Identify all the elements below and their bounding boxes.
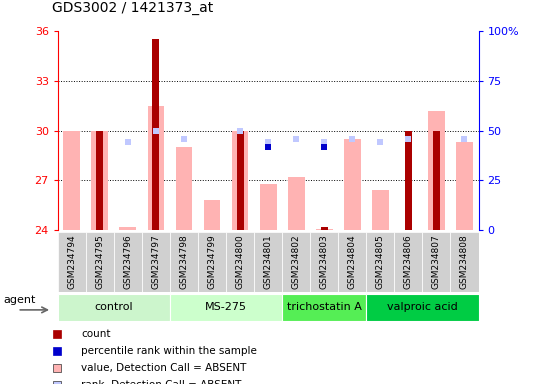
Bar: [288, 177, 305, 230]
Bar: [372, 190, 389, 230]
Text: percentile rank within the sample: percentile rank within the sample: [81, 346, 257, 356]
Text: GSM234808: GSM234808: [460, 234, 469, 289]
Bar: [170, 232, 198, 292]
Bar: [236, 131, 244, 230]
Bar: [450, 232, 478, 292]
Bar: [260, 184, 277, 230]
Bar: [428, 111, 445, 230]
Bar: [86, 232, 114, 292]
Text: GSM234803: GSM234803: [320, 234, 329, 289]
Text: GSM234807: GSM234807: [432, 234, 441, 289]
Bar: [58, 294, 170, 321]
Bar: [366, 294, 478, 321]
Bar: [96, 131, 103, 230]
Bar: [204, 200, 221, 230]
Bar: [254, 232, 282, 292]
Bar: [152, 39, 160, 230]
Bar: [456, 142, 473, 230]
Bar: [405, 131, 412, 230]
Text: GDS3002 / 1421373_at: GDS3002 / 1421373_at: [52, 2, 213, 15]
Bar: [147, 106, 164, 230]
Text: GSM234795: GSM234795: [95, 234, 104, 289]
Text: GSM234804: GSM234804: [348, 234, 357, 289]
Bar: [433, 131, 440, 230]
Bar: [282, 294, 366, 321]
Bar: [63, 131, 80, 230]
Bar: [422, 232, 450, 292]
Text: rank, Detection Call = ABSENT: rank, Detection Call = ABSENT: [81, 380, 242, 384]
Text: GSM234801: GSM234801: [263, 234, 273, 289]
Bar: [366, 232, 394, 292]
Bar: [91, 131, 108, 230]
Text: GSM234802: GSM234802: [292, 234, 301, 289]
Bar: [321, 227, 328, 230]
Text: GSM234799: GSM234799: [207, 234, 217, 289]
Bar: [198, 232, 226, 292]
Text: count: count: [81, 329, 111, 339]
Bar: [282, 232, 310, 292]
Bar: [232, 131, 249, 230]
Text: value, Detection Call = ABSENT: value, Detection Call = ABSENT: [81, 363, 247, 373]
Text: control: control: [95, 302, 133, 312]
Bar: [58, 232, 86, 292]
Bar: [338, 232, 366, 292]
Bar: [170, 294, 282, 321]
Text: GSM234798: GSM234798: [179, 234, 189, 289]
Bar: [175, 147, 192, 230]
Bar: [394, 232, 422, 292]
Bar: [119, 227, 136, 230]
Bar: [316, 229, 333, 230]
Text: GSM234805: GSM234805: [376, 234, 385, 289]
Text: trichostatin A: trichostatin A: [287, 302, 362, 312]
Text: valproic acid: valproic acid: [387, 302, 458, 312]
Text: GSM234797: GSM234797: [151, 234, 161, 289]
Text: MS-275: MS-275: [205, 302, 247, 312]
Text: GSM234806: GSM234806: [404, 234, 413, 289]
Bar: [114, 232, 142, 292]
Text: GSM234796: GSM234796: [123, 234, 133, 289]
Bar: [142, 232, 170, 292]
Bar: [310, 232, 338, 292]
Bar: [226, 232, 254, 292]
Text: GSM234800: GSM234800: [235, 234, 245, 289]
Bar: [344, 139, 361, 230]
Text: GSM234794: GSM234794: [67, 234, 76, 289]
Text: agent: agent: [3, 295, 35, 306]
